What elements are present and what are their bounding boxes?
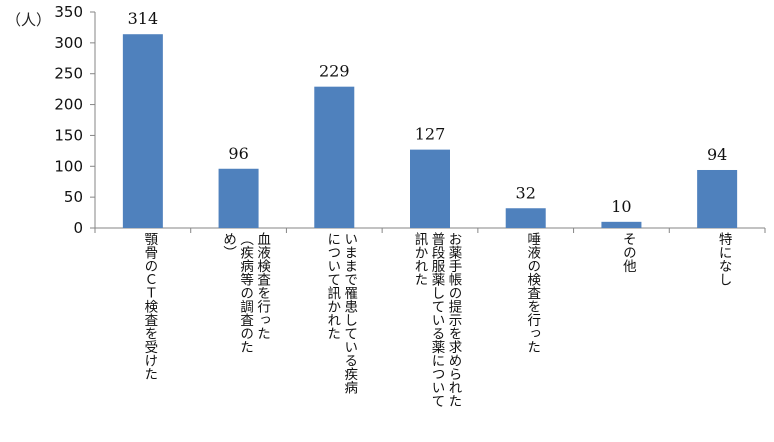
x-tick-label: いままで罹患している疾病 について訊かれた [324, 232, 358, 394]
bar [314, 86, 355, 228]
x-tick-label: 顎骨のＣＴ検査を受けた [141, 232, 158, 381]
x-tick-label: 唾液の検査を行った [524, 232, 541, 354]
y-tick-label: 0 [73, 219, 83, 237]
bar [410, 149, 450, 228]
y-tick-label: 50 [64, 188, 83, 206]
bar [218, 168, 259, 228]
y-tick-label: 300 [54, 34, 83, 52]
bar [505, 208, 546, 228]
x-tick-label: その他 [619, 232, 636, 273]
data-label: 229 [319, 62, 350, 81]
y-axis-unit-label: （人） [6, 11, 52, 29]
data-label: 314 [128, 9, 159, 28]
x-tick-label: 特になし [715, 232, 732, 286]
y-tick-label: 250 [54, 65, 83, 83]
bar [122, 34, 163, 228]
y-tick-label: 150 [54, 126, 83, 144]
y-tick-label: 200 [54, 96, 83, 114]
y-tick-label: 350 [54, 3, 83, 21]
bar [601, 221, 642, 228]
data-label: 32 [516, 183, 536, 202]
x-tick-label: 血液検査を行った （疾病等の調査のた め） [220, 232, 271, 354]
y-tick-label: 100 [54, 157, 83, 175]
x-tick-label: お薬手帳の提示を求められた 普段服薬している薬について 訊かれた [411, 232, 462, 408]
data-label: 96 [228, 144, 248, 163]
data-label: 127 [415, 125, 446, 144]
bar [697, 169, 738, 228]
data-label: 10 [611, 197, 631, 216]
data-label: 94 [707, 145, 727, 164]
